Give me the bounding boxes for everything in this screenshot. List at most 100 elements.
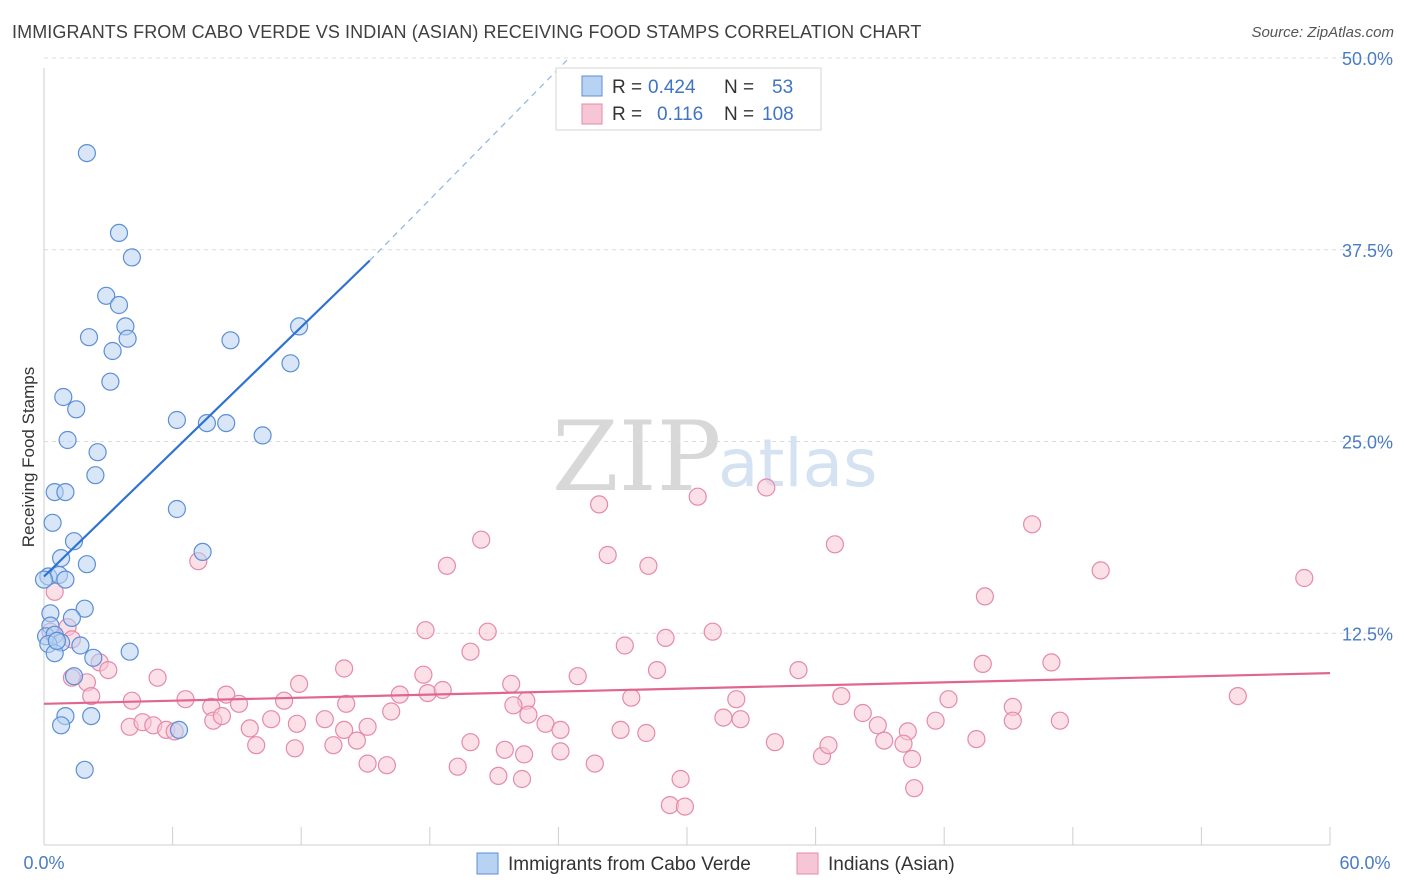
indians-asian-point [358,754,377,773]
cabo-verde-point [77,144,97,163]
cabo-verde-point [86,466,105,485]
legend-swatch-blue [581,75,603,97]
indians-asian-point [622,688,641,707]
cabo-verde-point [82,706,101,726]
cabo-verde-point [103,341,122,361]
indians-asian-point [240,719,259,738]
indians-asian-point [502,674,521,694]
y-tick-label: 50.0% [1342,49,1393,69]
indians-asian-point [1050,711,1070,730]
cabo-verde-point [84,648,103,667]
series-legend-pink-label: Indians (Asian) [828,854,955,875]
indians-asian-trendline [43,672,1331,705]
cabo-verde-point [67,400,86,419]
y-tick-labels: 12.5% 25.0% 37.5% 50.0% [1342,49,1393,644]
indians-asian-point [647,660,667,680]
cabo-verde-point [281,354,300,373]
cabo-verde-point [58,430,77,450]
indians-asian-point [82,686,101,706]
indians-asian-point [1091,561,1110,580]
series-legend: Immigrants from Cabo Verde Indians (Asia… [476,852,955,875]
indians-asian-point [437,556,456,575]
indians-asian-point [656,628,675,648]
indians-asian-point [1042,653,1061,672]
indians-asian-point [926,711,945,730]
series-legend-swatch-pink [796,852,819,875]
cabo-verde-point [167,410,186,430]
cabo-verde-points [34,144,309,779]
indians-asian-points [41,478,1314,816]
indians-asian-point [875,731,894,750]
indians-asian-point [512,769,532,789]
legend-pink-r-value: 0.116 [657,104,703,125]
indians-asian-point [414,665,433,684]
cabo-verde-point [169,720,189,740]
indians-asian-point [688,487,707,506]
indians-asian-point [1295,568,1314,588]
indians-asian-point [551,742,570,761]
indians-asian-point [519,705,538,724]
indians-asian-point [472,530,491,549]
legend-blue-r-value: 0.424 [648,77,696,98]
indians-asian-point [382,702,401,721]
series-legend-blue-label: Immigrants from Cabo Verde [508,854,751,875]
cabo-verde-point [56,570,75,589]
indians-asian-point [337,694,356,713]
indians-asian-point [825,535,845,554]
indians-asian-point [731,710,750,729]
indians-asian-point [598,545,617,565]
indians-asian-point [287,714,306,733]
indians-asian-point [433,680,452,700]
cabo-verde-point [118,329,137,348]
legend-blue-n-value: 53 [772,77,793,98]
cabo-verde-point [109,223,129,242]
indians-asian-point [939,690,958,709]
y-tick-label: 25.0% [1342,433,1393,453]
series-legend-swatch-blue [476,852,499,875]
correlation-legend: R = 0.424 N = 53 R = 0.116 N = 108 [555,67,822,131]
x-axis-ticks [43,827,1331,845]
indians-asian-point [585,754,604,773]
indians-asian-point [568,667,587,686]
indians-asian-point [789,660,808,680]
indians-asian-point [495,740,514,759]
cabo-verde-point [290,317,309,336]
indians-asian-point [416,621,435,640]
indians-asian-point [418,683,437,703]
indians-asian-point [315,710,334,729]
cabo-verde-point [51,716,71,735]
cabo-verde-point [47,631,67,651]
indians-asian-point [358,717,377,736]
indians-asian-point [290,674,309,694]
cabo-verde-point [167,499,186,519]
cabo-verde-point [109,295,129,315]
cabo-verde-trendline [43,259,371,578]
indians-asian-point [212,706,231,726]
cabo-verde-point [122,248,141,267]
indians-asian-point [589,495,609,514]
indians-asian-point [1003,711,1022,730]
legend-blue-n-label: N = [724,77,754,98]
indians-asian-point [489,766,508,786]
cabo-verde-point [34,570,54,589]
cabo-verde-point [43,513,62,532]
x-tick-label-max: 60.0% [1339,853,1390,873]
legend-pink-r-label: R = [612,104,642,125]
cabo-verde-point [217,414,236,433]
indians-asian-point [262,710,281,729]
y-tick-label: 37.5% [1342,241,1393,261]
indians-asian-point [727,690,746,709]
legend-blue-r-label: R = [612,77,642,98]
chart-title: IMMIGRANTS FROM CABO VERDE VS INDIAN (AS… [12,22,922,42]
x-tick-label-min: 0.0% [23,853,64,873]
y-axis-label: Receiving Food Stamps [19,367,38,547]
indians-asian-point [247,736,266,755]
watermark-atlas: atlas [718,425,878,502]
indians-asian-point [1022,515,1042,534]
indians-asian-point [335,720,354,740]
indians-asian-point [902,749,922,769]
indians-asian-point [894,734,913,753]
cabo-verde-point [71,636,90,655]
indians-asian-point [967,729,986,749]
